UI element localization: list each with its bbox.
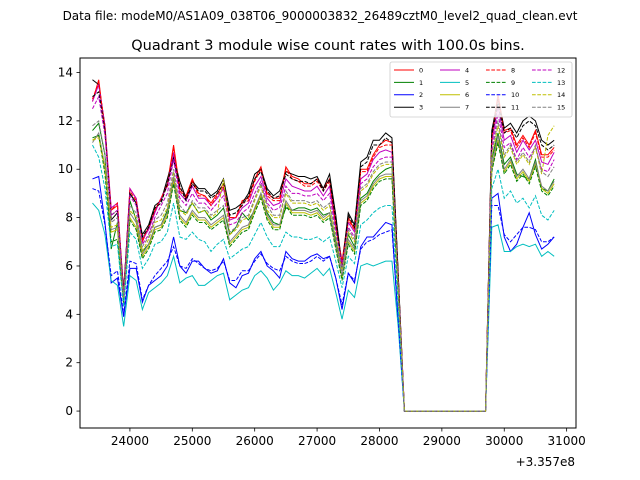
legend-label-1: 1	[419, 79, 423, 87]
legend-label-10: 10	[511, 91, 519, 99]
series-line-15	[92, 119, 555, 412]
axes-ticks: 24000 25000 26000 27000 28000 29000 30000 31000…	[58, 57, 586, 448]
legend-label-9: 9	[511, 79, 515, 87]
legend-label-2: 2	[419, 91, 423, 99]
x-tick-label: 25000	[173, 434, 211, 448]
x-tick-label: 31000	[548, 434, 586, 448]
y-tick-label: 6	[65, 259, 73, 273]
y-tick-label: 14	[58, 66, 73, 80]
x-tick-label: 26000	[236, 434, 274, 448]
axes-frame	[79, 57, 577, 429]
legend-label-0: 0	[419, 66, 423, 74]
chart-suptitle: Data file: modeM0/AS1A09_038T06_90000038…	[63, 9, 578, 23]
legend-label-6: 6	[465, 91, 469, 99]
x-tick-label: 28000	[360, 434, 398, 448]
x-tick-label: 29000	[423, 434, 461, 448]
x-tick-label: 24000	[111, 434, 149, 448]
legend-label-11: 11	[511, 104, 519, 112]
y-tick-label: 2	[65, 356, 73, 370]
y-tick-label: 12	[58, 114, 73, 128]
legend-label-7: 7	[465, 104, 469, 112]
legend-label-13: 13	[557, 79, 565, 87]
plot-area	[91, 79, 555, 412]
legend-box	[389, 61, 573, 118]
series-line-11	[92, 90, 555, 412]
y-tick-label: 8	[65, 211, 73, 225]
x-tick-label: 27000	[298, 434, 336, 448]
y-tick-label: 4	[65, 307, 73, 321]
y-tick-label: 10	[58, 162, 73, 176]
legend-label-14: 14	[557, 91, 565, 99]
y-tick-label: 0	[65, 404, 73, 418]
legend-label-15: 15	[557, 104, 565, 112]
chart-title: Quadrant 3 module wise count rates with …	[131, 38, 525, 54]
legend-label-5: 5	[465, 79, 469, 87]
legend-label-12: 12	[557, 66, 565, 74]
legend-label-8: 8	[511, 66, 515, 74]
legend-label-4: 4	[465, 66, 469, 74]
x-offset-label: +3.357e8	[516, 455, 575, 469]
legend-label-3: 3	[419, 104, 423, 112]
x-tick-label: 30000	[485, 434, 523, 448]
